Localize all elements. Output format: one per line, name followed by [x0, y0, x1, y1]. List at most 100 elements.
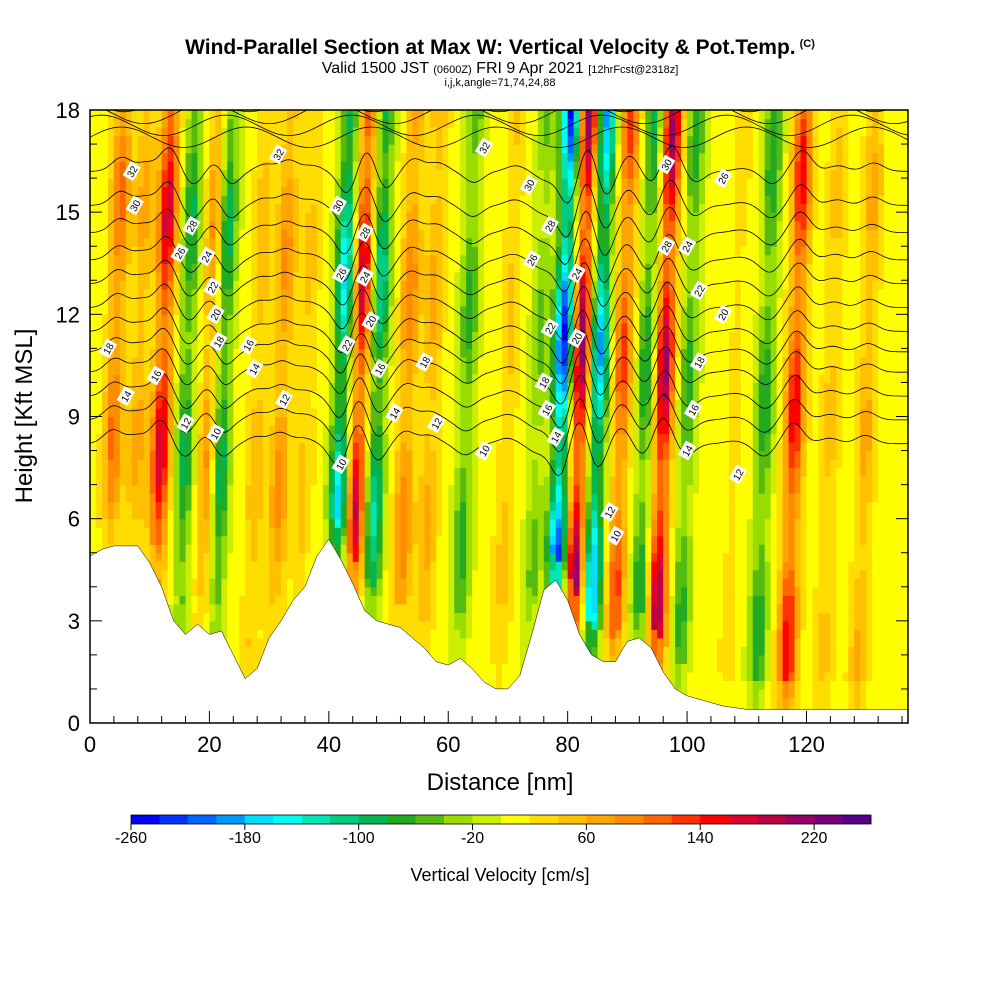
velocity-cell — [143, 322, 151, 332]
velocity-cell — [269, 416, 276, 426]
velocity-cell — [107, 127, 115, 137]
velocity-cell — [484, 416, 491, 426]
velocity-cell — [227, 254, 234, 264]
velocity-cell — [233, 348, 240, 358]
velocity-cell — [245, 220, 252, 230]
velocity-cell — [436, 433, 443, 443]
velocity-cell — [448, 118, 455, 128]
velocity-cell — [424, 297, 431, 307]
velocity-cell — [179, 195, 187, 205]
velocity-cell — [257, 629, 264, 639]
velocity-cell — [263, 186, 270, 196]
velocity-cell — [119, 220, 127, 230]
velocity-cell — [346, 493, 354, 503]
velocity-cell — [310, 246, 318, 256]
velocity-cell — [466, 263, 473, 273]
velocity-cell — [430, 535, 437, 545]
velocity-cell — [227, 510, 234, 520]
velocity-cell — [484, 663, 491, 673]
velocity-cell — [113, 220, 121, 230]
velocity-cell — [400, 510, 408, 520]
velocity-cell — [418, 110, 425, 120]
velocity-cell — [95, 348, 103, 358]
velocity-cell — [310, 501, 318, 511]
velocity-cell — [257, 501, 264, 511]
velocity-cell — [185, 442, 193, 452]
velocity-cell — [436, 390, 443, 401]
velocity-cell — [412, 425, 419, 435]
velocity-cell — [149, 305, 157, 315]
velocity-cell — [334, 544, 342, 554]
velocity-cell — [412, 212, 419, 222]
velocity-cell — [227, 365, 234, 375]
velocity-cell — [364, 450, 372, 460]
velocity-cell — [478, 237, 485, 247]
velocity-cell — [155, 195, 163, 205]
velocity-cell — [179, 271, 187, 281]
velocity-cell — [304, 459, 312, 469]
velocity-cell — [328, 425, 336, 435]
velocity-cell — [484, 459, 491, 469]
velocity-cell — [161, 271, 169, 281]
velocity-cell — [328, 518, 336, 528]
velocity-cell — [406, 569, 414, 579]
velocity-cell — [221, 561, 228, 571]
velocity-cell — [221, 229, 228, 239]
velocity-cell — [484, 169, 491, 179]
velocity-cell — [448, 416, 455, 426]
velocity-cell — [281, 305, 288, 315]
velocity-cell — [400, 450, 408, 460]
velocity-cell — [143, 390, 151, 401]
velocity-cell — [424, 169, 431, 179]
velocity-cell — [322, 518, 330, 528]
velocity-cell — [143, 212, 151, 222]
velocity-cell — [287, 416, 294, 426]
velocity-cell — [490, 501, 497, 511]
velocity-cell — [95, 450, 103, 460]
velocity-cell — [287, 220, 294, 230]
velocity-cell — [161, 356, 169, 367]
velocity-cell — [131, 178, 139, 188]
velocity-cell — [227, 442, 234, 452]
velocity-cell — [412, 322, 419, 332]
velocity-cell — [478, 314, 485, 324]
velocity-cell — [107, 518, 115, 528]
velocity-cell — [328, 305, 336, 315]
velocity-cell — [400, 169, 408, 179]
velocity-cell — [287, 535, 294, 545]
velocity-cell — [472, 373, 479, 384]
velocity-cell — [215, 450, 222, 460]
velocity-cell — [275, 450, 282, 460]
velocity-cell — [209, 467, 216, 477]
velocity-cell — [448, 476, 455, 486]
velocity-cell — [430, 331, 437, 341]
velocity-cell — [293, 365, 300, 375]
velocity-cell — [263, 169, 270, 179]
velocity-cell — [400, 271, 408, 281]
velocity-cell — [310, 484, 318, 494]
velocity-cell — [400, 314, 408, 324]
velocity-cell — [394, 314, 402, 324]
velocity-cell — [185, 373, 193, 384]
velocity-cell — [287, 229, 294, 239]
velocity-cell — [203, 161, 211, 171]
velocity-cell — [478, 271, 485, 281]
velocity-cell — [496, 110, 503, 120]
velocity-cell — [454, 271, 461, 281]
velocity-cell — [460, 476, 467, 486]
velocity-cell — [358, 314, 366, 324]
velocity-cell — [209, 416, 216, 426]
velocity-cell — [298, 118, 306, 128]
velocity-cell — [95, 127, 103, 137]
velocity-cell — [304, 535, 312, 545]
velocity-cell — [466, 144, 473, 154]
velocity-cell — [263, 390, 270, 401]
velocity-cell — [484, 305, 491, 315]
velocity-cell — [304, 220, 312, 230]
velocity-cell — [281, 339, 288, 349]
velocity-cell — [412, 595, 419, 605]
velocity-cell — [448, 527, 455, 537]
velocity-cell — [275, 271, 282, 281]
velocity-cell — [304, 118, 312, 128]
velocity-cell — [298, 416, 306, 426]
